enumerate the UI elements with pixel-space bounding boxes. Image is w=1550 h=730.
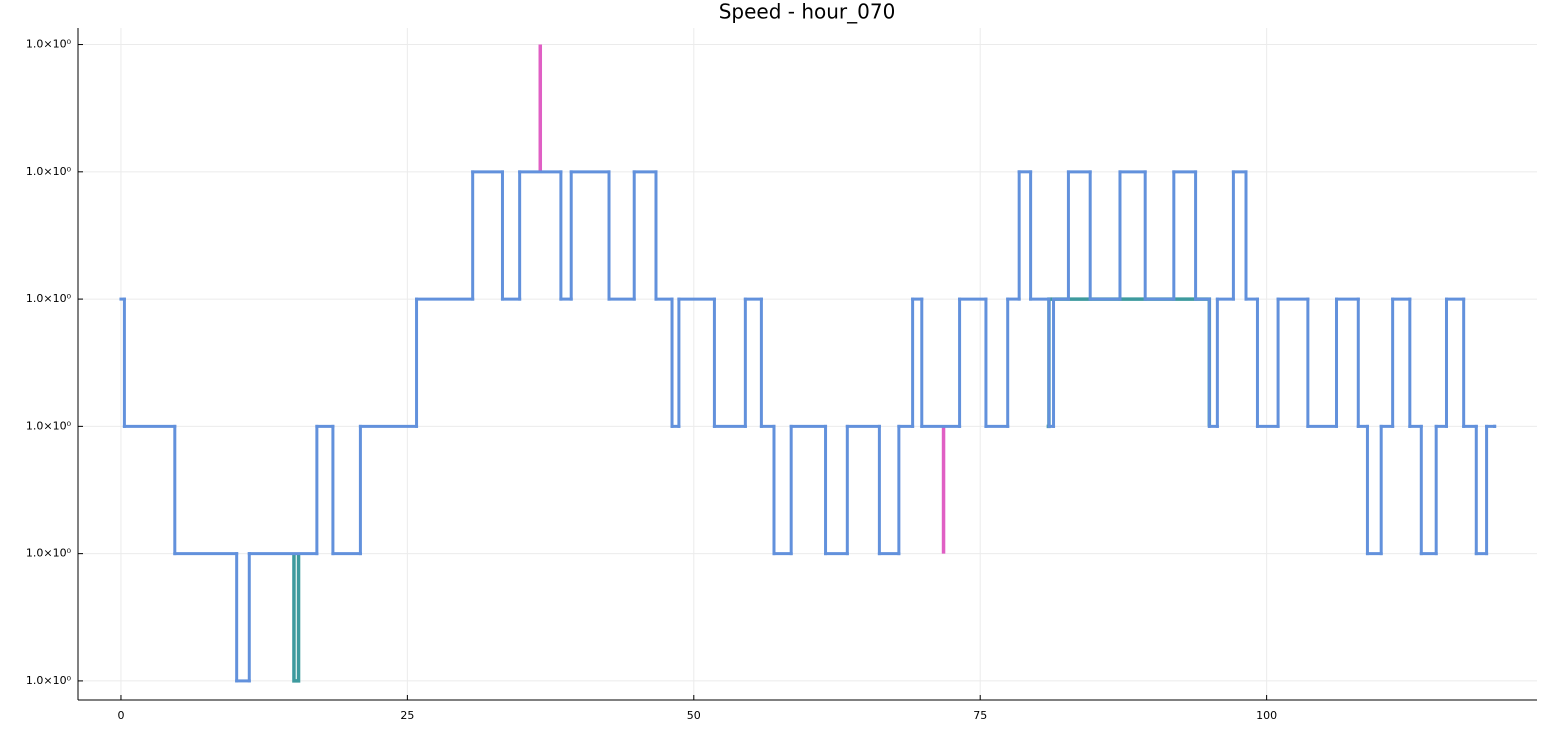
x-tick-label: 25 [400, 709, 414, 722]
line-series [538, 44, 946, 554]
y-tick-label: 1.0×10⁰ [26, 38, 72, 51]
chart-title: Speed - hour_070 [719, 0, 896, 24]
x-tick-label: 75 [973, 709, 987, 722]
y-tick-label: 1.0×10⁰ [26, 165, 72, 178]
x-tick-label: 50 [687, 709, 701, 722]
x-tick-label: 100 [1256, 709, 1277, 722]
y-tick-label: 1.0×10⁰ [26, 292, 72, 305]
y-tick-label: 1.0×10⁰ [26, 419, 72, 432]
y-tick-label: 1.0×10⁰ [26, 674, 72, 687]
line-series [292, 297, 1212, 683]
y-tick-label: 1.0×10⁰ [26, 547, 72, 560]
x-tick-label: 0 [117, 709, 124, 722]
